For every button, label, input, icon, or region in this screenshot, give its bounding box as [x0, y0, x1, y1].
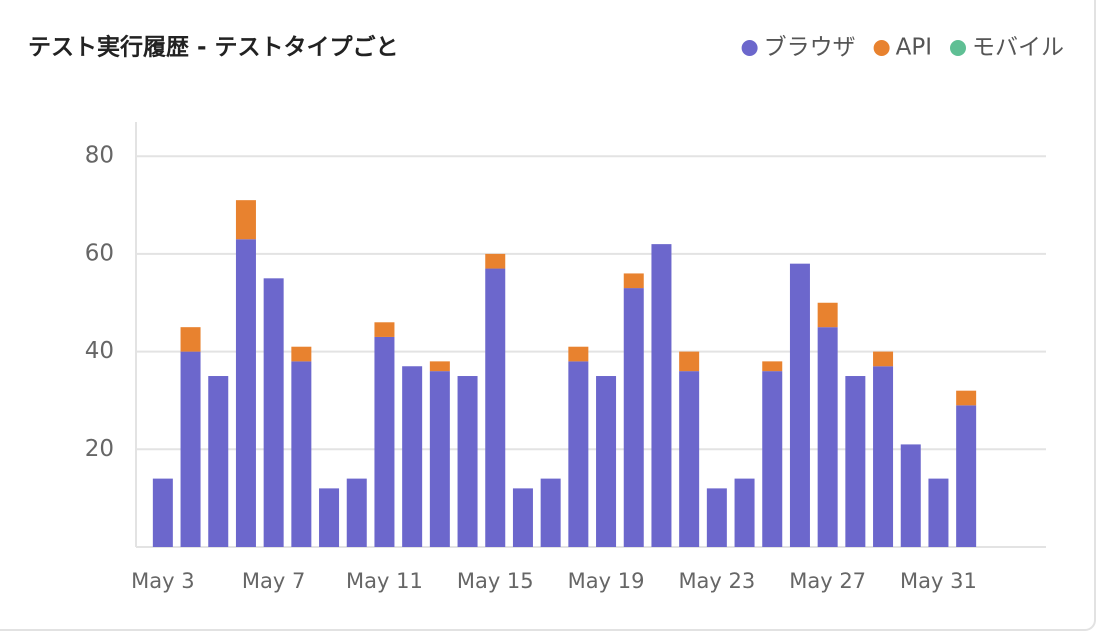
y-tick-label: 20	[85, 436, 114, 462]
bar-segment	[873, 351, 894, 367]
bar-segment	[873, 366, 894, 547]
bar-segment	[956, 390, 977, 406]
x-tick-label: May 31	[900, 569, 977, 593]
bar-segment	[651, 244, 672, 547]
bar-segment	[789, 263, 810, 547]
bar-segment	[235, 200, 256, 240]
y-tick-label: 80	[85, 143, 114, 169]
bar-segment	[679, 371, 700, 547]
legend-label: API	[896, 35, 932, 61]
bar-segment	[568, 346, 589, 362]
bar-segment	[235, 239, 256, 547]
x-tick-label: May 15	[457, 569, 534, 593]
bar-segment	[374, 336, 395, 547]
bar-segment	[457, 376, 478, 547]
bar-segment	[956, 405, 977, 547]
bar-segment	[928, 478, 949, 547]
chart-title: テスト実行履歴 - テストタイプごと	[28, 34, 399, 61]
x-tick-label: May 23	[678, 569, 755, 593]
bar-segment	[623, 273, 644, 289]
bar-segment	[402, 366, 423, 547]
bar-segment	[180, 351, 201, 547]
bar-segment	[263, 278, 284, 547]
legend-swatch	[950, 40, 966, 56]
x-tick-label: May 19	[568, 569, 645, 593]
bar-segment	[429, 361, 450, 372]
bar-segment	[734, 478, 755, 547]
bar-segment	[291, 346, 312, 362]
bar-segment	[762, 361, 783, 372]
bar-segment	[512, 488, 533, 547]
bar-segment	[346, 478, 367, 547]
y-tick-label: 60	[85, 240, 114, 266]
legend-swatch	[873, 40, 890, 56]
bar-segment	[485, 253, 506, 269]
bar-segment	[900, 444, 921, 547]
bar-segment	[623, 288, 644, 547]
bar-segment	[568, 361, 589, 547]
bar-segment	[679, 351, 700, 372]
bar-segment	[291, 361, 312, 547]
bar-segment	[485, 268, 506, 547]
bar-segment	[817, 302, 838, 328]
x-tick-label: May 11	[346, 569, 423, 593]
legend-swatch	[741, 40, 758, 56]
bar-segment	[429, 371, 450, 547]
bar-segment	[762, 371, 783, 547]
bar-segment	[540, 478, 561, 547]
bar-segment	[845, 376, 866, 547]
x-tick-label: May 3	[131, 569, 194, 593]
y-tick-label: 40	[85, 338, 114, 364]
bar-segment	[374, 322, 395, 337]
bar-segment	[319, 488, 340, 547]
legend-label: ブラウザ	[764, 35, 856, 61]
x-tick-label: May 7	[242, 569, 305, 593]
bar-segment	[817, 327, 838, 547]
bar-segment	[596, 376, 617, 547]
bar-segment	[180, 327, 201, 352]
x-tick-label: May 27	[789, 569, 866, 593]
bar-segment	[706, 488, 727, 547]
bar-segment	[208, 376, 229, 547]
bar-segment	[152, 478, 173, 547]
legend-label: モバイル	[972, 35, 1064, 61]
